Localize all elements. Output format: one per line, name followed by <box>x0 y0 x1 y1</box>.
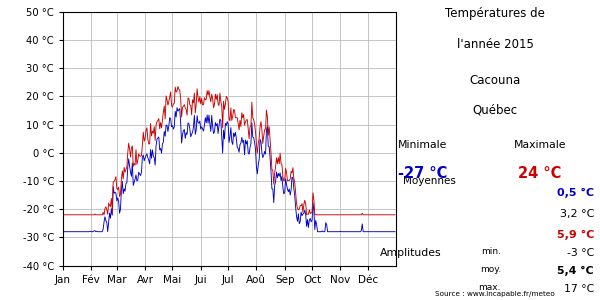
Text: Québec: Québec <box>472 103 518 116</box>
Text: Cacouna: Cacouna <box>469 74 521 86</box>
Text: -27 °C: -27 °C <box>398 167 448 182</box>
Text: max.: max. <box>479 284 501 292</box>
Text: min.: min. <box>481 248 501 256</box>
Text: Maximale: Maximale <box>514 140 566 149</box>
Text: 3,2 °C: 3,2 °C <box>560 208 594 218</box>
Text: Source : www.incapable.fr/meteo: Source : www.incapable.fr/meteo <box>435 291 555 297</box>
Text: Températures de: Températures de <box>445 8 545 20</box>
Text: Moyennes: Moyennes <box>403 176 455 186</box>
Text: Amplitudes: Amplitudes <box>380 248 442 257</box>
Text: l'année 2015: l'année 2015 <box>457 38 533 50</box>
Text: 17 °C: 17 °C <box>564 284 594 293</box>
Text: 5,4 °C: 5,4 °C <box>557 266 594 276</box>
Text: 24 °C: 24 °C <box>518 167 562 182</box>
Text: Minimale: Minimale <box>398 140 448 149</box>
Text: -3 °C: -3 °C <box>567 248 594 257</box>
Text: 0,5 °C: 0,5 °C <box>557 188 594 198</box>
Text: 5,9 °C: 5,9 °C <box>557 230 594 240</box>
Text: moy.: moy. <box>480 266 501 274</box>
